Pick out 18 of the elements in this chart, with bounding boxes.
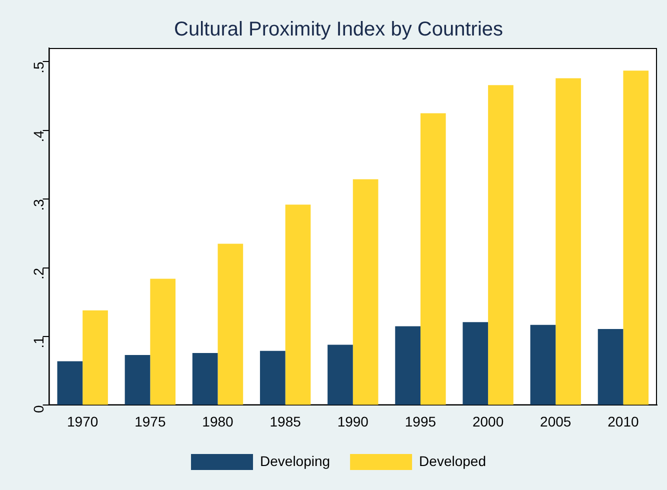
x-tick-label: 1975 bbox=[134, 413, 166, 430]
x-tick-label: 1985 bbox=[270, 413, 302, 430]
x-tick-label: 2010 bbox=[608, 413, 639, 430]
y-tick-label: .4 bbox=[30, 130, 47, 142]
x-tick-label: 2005 bbox=[540, 413, 572, 430]
y-tick-label: .2 bbox=[30, 268, 47, 280]
y-tick-label: .5 bbox=[30, 62, 47, 74]
legend-label: Developed bbox=[419, 452, 486, 469]
chart-title: Cultural Proximity Index by Countries bbox=[174, 18, 504, 41]
x-tick-label: 1990 bbox=[337, 413, 369, 430]
y-tick-label: 0 bbox=[30, 404, 47, 413]
x-tick-label: 1980 bbox=[202, 413, 234, 430]
x-tick-label: 1970 bbox=[67, 413, 98, 430]
legend-label: Developing bbox=[260, 452, 330, 469]
y-tick-label: .3 bbox=[30, 198, 47, 211]
x-tick-label: 2000 bbox=[472, 413, 504, 430]
x-tick-label: 1995 bbox=[404, 413, 436, 430]
y-tick-label: .1 bbox=[30, 336, 47, 348]
